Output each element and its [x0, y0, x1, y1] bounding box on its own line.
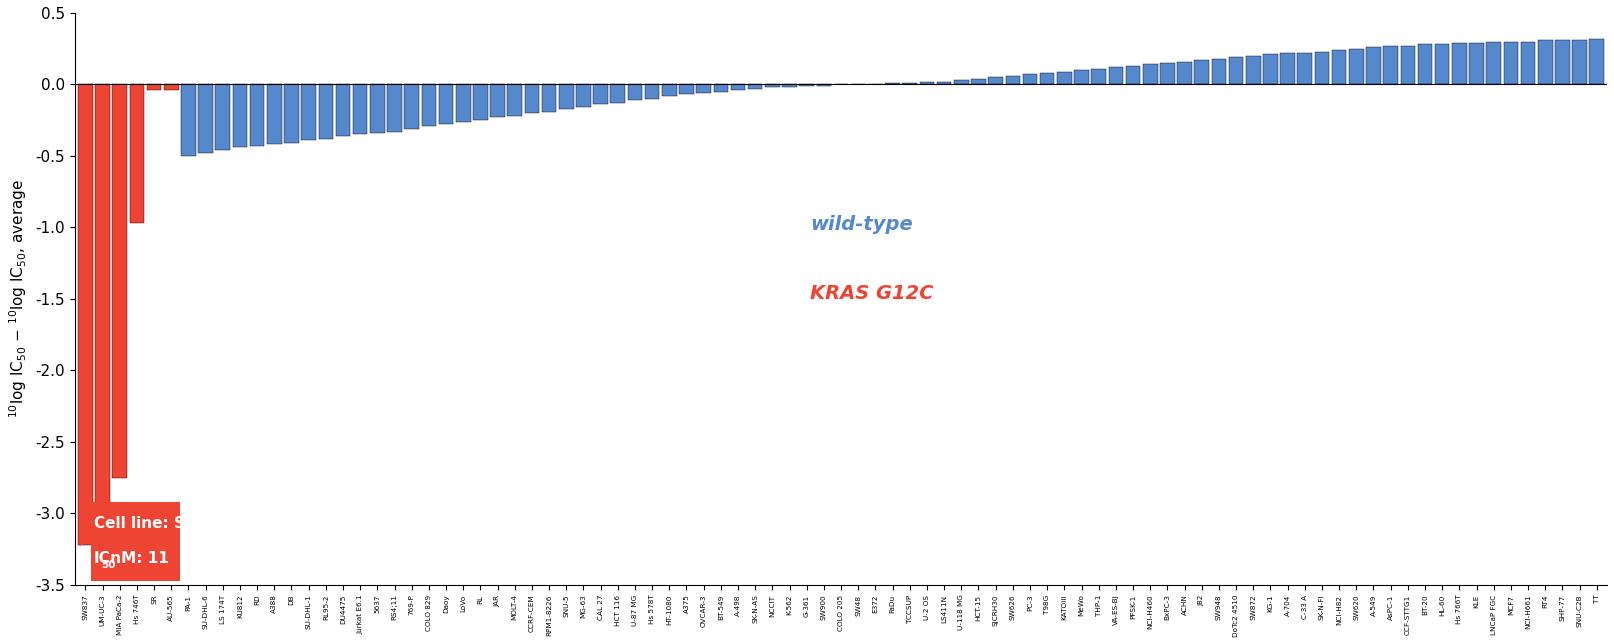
Bar: [491, 84, 505, 117]
Bar: [1538, 40, 1553, 84]
Bar: [1160, 63, 1175, 84]
Bar: [799, 84, 813, 86]
Bar: [713, 84, 728, 91]
Bar: [353, 84, 368, 135]
Bar: [473, 84, 487, 120]
Bar: [646, 84, 660, 99]
Bar: [318, 84, 332, 138]
Bar: [747, 84, 762, 89]
Bar: [1315, 52, 1330, 84]
Text: KRAS G12C: KRAS G12C: [810, 284, 935, 303]
Bar: [181, 84, 195, 156]
Bar: [215, 84, 231, 150]
Bar: [455, 84, 471, 122]
Bar: [679, 84, 694, 95]
Bar: [77, 84, 92, 545]
Bar: [165, 84, 179, 90]
Bar: [696, 84, 710, 93]
Bar: [628, 84, 642, 100]
Bar: [336, 84, 350, 136]
Bar: [1298, 53, 1312, 84]
Bar: [1057, 71, 1072, 84]
Text: wild-type: wild-type: [810, 215, 914, 234]
Bar: [232, 84, 247, 147]
Text: IC: IC: [94, 551, 111, 566]
Bar: [405, 84, 420, 129]
Bar: [147, 84, 161, 90]
Bar: [1023, 75, 1038, 84]
Bar: [250, 84, 265, 146]
Bar: [1143, 64, 1157, 84]
Bar: [1039, 73, 1054, 84]
Bar: [1401, 46, 1415, 84]
Bar: [1469, 43, 1483, 84]
Bar: [284, 84, 299, 143]
Bar: [439, 84, 454, 124]
Bar: [542, 84, 557, 111]
FancyBboxPatch shape: [90, 502, 179, 580]
Bar: [1006, 76, 1020, 84]
Bar: [266, 84, 281, 144]
Bar: [1365, 47, 1382, 84]
Bar: [1109, 67, 1123, 84]
Bar: [1349, 49, 1364, 84]
Bar: [558, 84, 573, 109]
Bar: [199, 84, 213, 153]
Bar: [783, 84, 797, 88]
Bar: [765, 84, 780, 88]
Bar: [1125, 66, 1141, 84]
Bar: [1177, 62, 1191, 84]
Bar: [113, 84, 128, 478]
Bar: [1556, 40, 1570, 84]
Bar: [1590, 39, 1604, 84]
Bar: [610, 84, 625, 103]
Bar: [1246, 56, 1261, 84]
Bar: [1332, 50, 1346, 84]
Text: 50: 50: [102, 560, 116, 570]
Bar: [1212, 59, 1227, 84]
Bar: [988, 77, 1002, 84]
Bar: [525, 84, 539, 113]
Bar: [1091, 69, 1106, 84]
Bar: [972, 79, 986, 84]
Bar: [387, 84, 402, 131]
Bar: [1435, 44, 1449, 84]
Bar: [1417, 44, 1432, 84]
Bar: [95, 84, 110, 511]
Bar: [1486, 42, 1501, 84]
Text: nM: 11: nM: 11: [105, 551, 169, 566]
Bar: [576, 84, 591, 108]
Bar: [1194, 60, 1209, 84]
Bar: [1383, 46, 1398, 84]
Bar: [1453, 43, 1467, 84]
Bar: [1228, 57, 1243, 84]
Bar: [1520, 42, 1535, 84]
Bar: [1280, 53, 1294, 84]
Bar: [886, 83, 901, 84]
Bar: [817, 84, 831, 86]
Bar: [731, 84, 746, 90]
Bar: [302, 84, 316, 140]
Bar: [920, 82, 935, 84]
Bar: [129, 84, 144, 223]
Bar: [936, 82, 951, 84]
Bar: [370, 84, 384, 133]
Bar: [1504, 42, 1519, 84]
Bar: [954, 80, 968, 84]
Bar: [1075, 70, 1089, 84]
Bar: [902, 83, 917, 84]
Text: Cell line: SW837: Cell line: SW837: [94, 516, 234, 531]
Y-axis label: $^{10}$log IC$_{50}$ $-$ $^{10}$log IC$_{50}$, average: $^{10}$log IC$_{50}$ $-$ $^{10}$log IC$_…: [6, 179, 29, 419]
Bar: [662, 84, 676, 96]
Bar: [1264, 54, 1278, 84]
Bar: [1572, 40, 1587, 84]
Bar: [421, 84, 436, 126]
Bar: [594, 84, 608, 104]
Bar: [507, 84, 521, 116]
